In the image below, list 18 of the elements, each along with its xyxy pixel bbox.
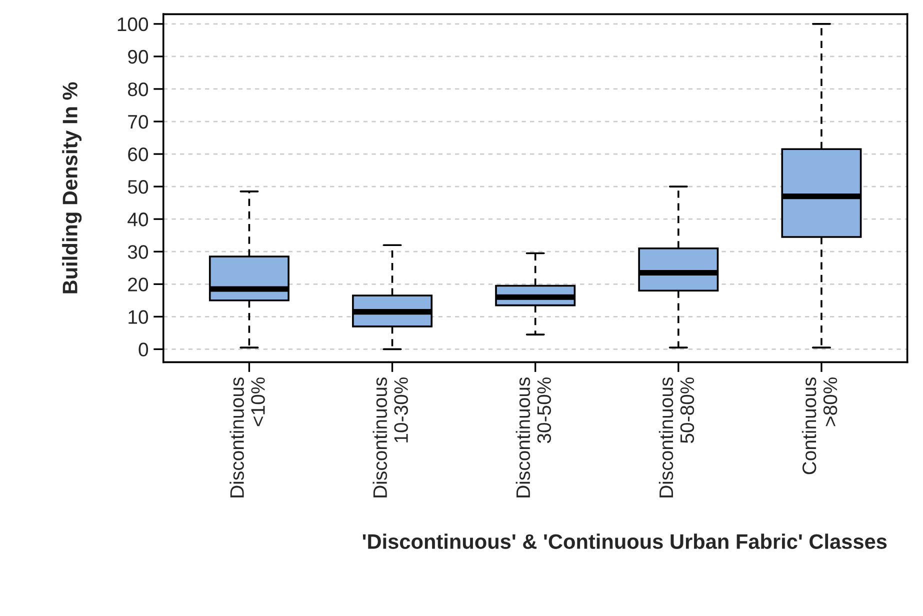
y-tick-label: 10: [128, 310, 148, 324]
y-tick-label: 40: [128, 212, 148, 226]
x-tick-label: Discontinuous 30-50%: [516, 377, 552, 498]
y-tick-label: 20: [128, 278, 148, 292]
y-tick-label: 30: [128, 245, 148, 259]
y-tick-label: 80: [128, 82, 148, 96]
y-axis-title: Building Density In %: [62, 82, 82, 294]
y-tick-label: 70: [128, 114, 148, 129]
y-tick-label: 60: [128, 148, 148, 162]
y-tick-label: 100: [118, 17, 148, 32]
x-tick-label: Discontinuous <10%: [230, 377, 265, 498]
y-tick-label: 50: [128, 180, 148, 194]
x-tick-label: Discontinuous 50-80%: [658, 377, 694, 498]
x-axis-title: 'Discontinuous' & 'Continuous Urban Fabric' Classes: [362, 534, 887, 549]
y-tick-label: 90: [128, 50, 148, 64]
x-tick-label: Continuous >80%: [802, 377, 838, 474]
x-tick-label: Discontinuous 10-30%: [372, 377, 408, 498]
y-tick-label: 0: [138, 342, 148, 356]
